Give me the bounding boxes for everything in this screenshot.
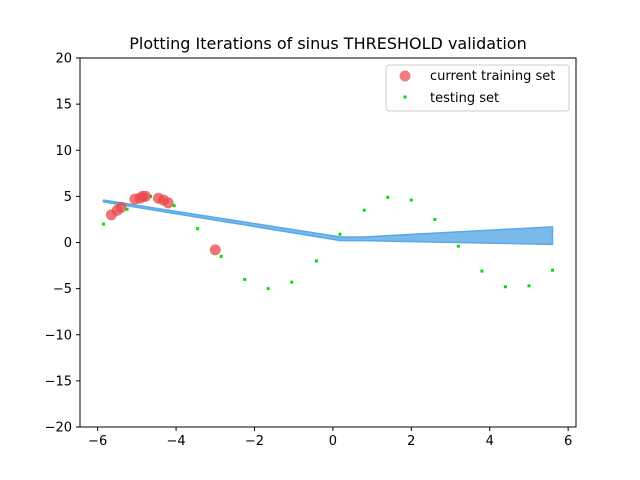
prediction-band: [102, 199, 554, 246]
legend-label-testing: testing set: [430, 91, 499, 106]
x-tick-label: 4: [486, 434, 494, 449]
x-tick-label: −2: [245, 434, 264, 449]
plot-area: [102, 190, 554, 291]
training-point: [162, 197, 174, 209]
y-tick-label: 5: [64, 190, 72, 205]
testing-point: [338, 232, 342, 236]
testing-point: [456, 244, 460, 248]
y-tick-label: 0: [64, 236, 72, 251]
legend: current training set testing set: [385, 64, 570, 112]
testing-point: [409, 198, 413, 202]
testing-point: [172, 204, 176, 208]
testing-point: [527, 284, 531, 288]
testing-point: [550, 268, 554, 272]
y-tick-label: 10: [55, 144, 72, 159]
training-point: [139, 190, 151, 202]
testing-point: [386, 195, 390, 199]
testing-point: [125, 207, 129, 211]
testing-point: [433, 217, 437, 221]
testing-point: [243, 277, 247, 281]
testing-point: [266, 287, 270, 291]
x-tick-label: 0: [329, 434, 337, 449]
chart-title: Plotting Iterations of sinus THRESHOLD v…: [129, 34, 526, 53]
testing-point: [102, 222, 106, 226]
legend-label-training: current training set: [430, 69, 555, 84]
training-point: [115, 201, 127, 213]
testing-point: [362, 208, 366, 212]
y-tick-label: 15: [55, 98, 72, 113]
legend-marker-training: [399, 70, 411, 82]
testing-point: [290, 280, 294, 284]
x-tick-label: 6: [564, 434, 572, 449]
y-tick-label: −20: [45, 421, 72, 436]
x-tick-label: 2: [407, 434, 415, 449]
plot-marks: [102, 190, 554, 291]
testing-point: [196, 227, 200, 231]
testing-point: [219, 254, 223, 258]
y-tick-label: −10: [45, 328, 72, 343]
y-tick-label: −5: [53, 282, 72, 297]
legend-frame: [385, 64, 570, 112]
testing-point: [480, 269, 484, 273]
x-tick-label: −4: [166, 434, 185, 449]
y-tick-label: −15: [45, 374, 72, 389]
testing-point: [314, 259, 318, 263]
x-tick-label: −6: [88, 434, 107, 449]
y-tick-label: 20: [55, 52, 72, 67]
training-point: [209, 244, 221, 256]
testing-point: [503, 285, 507, 289]
legend-marker-testing: [403, 95, 407, 99]
